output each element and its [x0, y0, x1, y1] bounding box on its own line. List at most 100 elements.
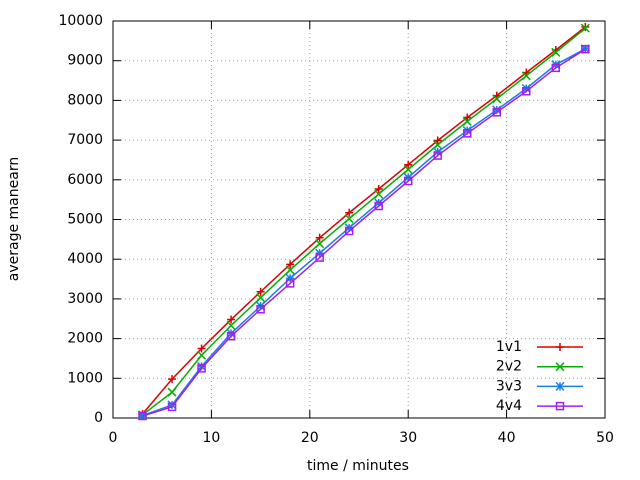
marker [168, 375, 177, 384]
marker-stroke [403, 164, 413, 175]
marker-stroke [315, 239, 325, 249]
legend-label: 2v2 [496, 359, 522, 375]
marker [286, 260, 295, 269]
marker-stroke [167, 387, 177, 397]
marker-stroke [285, 265, 295, 275]
marker [522, 87, 531, 96]
marker [374, 189, 384, 199]
marker-stroke [226, 320, 236, 331]
legend-label: 1v1 [496, 339, 522, 355]
series-line [142, 27, 586, 416]
marker [256, 287, 265, 296]
x-tick-label: 20 [301, 430, 319, 446]
marker-stroke [555, 381, 565, 391]
x-tick-label: 50 [596, 430, 614, 446]
marker-stroke [197, 364, 206, 373]
y-tick-label: 5000 [67, 212, 103, 228]
x-tick-label: 40 [498, 430, 516, 446]
marker [462, 116, 472, 126]
y-tick-label: 2000 [67, 331, 103, 347]
marker [404, 160, 413, 169]
y-tick-label: 8000 [67, 92, 103, 108]
marker [344, 214, 354, 224]
y-tick-label: 0 [94, 410, 103, 426]
marker-stroke [197, 361, 207, 371]
marker [315, 253, 324, 262]
marker-stroke [581, 44, 590, 54]
marker-stroke [285, 279, 295, 288]
marker [581, 22, 590, 31]
x-tick-label: 0 [109, 430, 118, 446]
y-tick-label: 3000 [67, 291, 103, 307]
marker [226, 331, 236, 341]
marker [197, 344, 206, 353]
marker [580, 23, 590, 33]
marker [285, 265, 295, 275]
marker [463, 113, 472, 122]
marker [197, 364, 206, 373]
marker [256, 293, 266, 303]
marker-stroke [315, 253, 324, 262]
marker-stroke [374, 201, 383, 211]
marker-stroke [522, 87, 531, 96]
marker-stroke [167, 402, 177, 412]
y-tick-label: 10000 [58, 13, 103, 29]
marker-stroke [433, 151, 442, 160]
marker [344, 226, 354, 236]
marker [555, 381, 565, 391]
marker-stroke [197, 350, 207, 360]
marker [315, 233, 324, 242]
x-axis-label: time / minutes [307, 458, 409, 474]
marker [138, 411, 147, 421]
marker [555, 401, 565, 411]
marker-stroke [580, 23, 590, 33]
marker [227, 315, 236, 324]
marker-stroke [492, 105, 502, 115]
marker-stroke [551, 47, 561, 57]
marker-stroke [433, 140, 443, 150]
marker [285, 279, 295, 288]
marker-stroke [555, 401, 565, 411]
marker-stroke [285, 273, 295, 283]
y-tick-label: 1000 [67, 370, 103, 386]
marker [551, 63, 561, 73]
marker-stroke [226, 331, 236, 341]
series-line [141, 26, 586, 415]
marker-stroke [256, 293, 266, 303]
marker-stroke [403, 176, 413, 186]
marker [197, 350, 207, 360]
marker-stroke [551, 63, 561, 73]
x-tick-label: 10 [202, 430, 220, 446]
marker-stroke [256, 304, 265, 314]
marker [403, 176, 413, 186]
marker [167, 402, 177, 412]
plot-frame [112, 20, 606, 419]
series-line [142, 48, 586, 417]
marker-stroke [462, 116, 472, 126]
marker [256, 304, 265, 314]
y-tick-label: 4000 [67, 251, 103, 267]
y-tick-label: 6000 [67, 172, 103, 188]
marker [167, 387, 177, 397]
marker [462, 129, 472, 138]
marker [555, 362, 565, 372]
marker [433, 140, 443, 150]
marker [492, 108, 502, 117]
x-tick-label: 30 [399, 430, 417, 446]
marker-stroke [492, 94, 502, 104]
marker-stroke [344, 214, 354, 224]
marker-stroke [492, 108, 502, 117]
marker [374, 201, 383, 211]
marker [433, 151, 442, 160]
marker-stroke [521, 71, 531, 81]
marker [551, 47, 561, 57]
marker [581, 44, 590, 54]
marker [226, 320, 236, 331]
marker [556, 343, 564, 351]
marker [492, 94, 502, 104]
marker [315, 239, 325, 249]
marker-stroke [344, 226, 354, 236]
marker [345, 208, 354, 217]
legend-label: 3v3 [496, 378, 522, 394]
